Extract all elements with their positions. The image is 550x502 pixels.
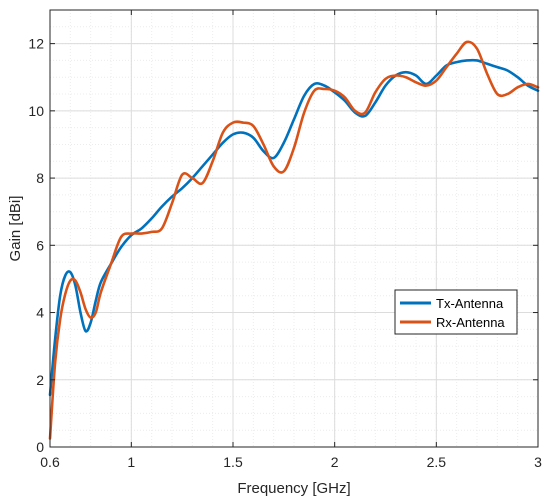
x-tick-label: 1.5 [223,454,243,470]
y-axis-label: Gain [dBi] [7,196,24,262]
axis-ticks [49,10,539,448]
x-tick-labels: 0.6 1 1.5 2 2.5 3 [40,454,542,470]
x-tick-label: 3 [534,454,542,470]
y-tick-label: 0 [36,439,44,455]
series-line-rx-antenna [48,40,540,440]
y-tick-label: 8 [36,170,44,186]
legend: Tx-Antenna Rx-Antenna [394,289,518,335]
legend-label-tx: Tx-Antenna [436,296,504,311]
y-tick-label: 6 [36,237,44,253]
y-tick-label: 2 [36,372,44,388]
x-axis-label: Frequency [GHz] [237,480,350,497]
minor-grid [49,9,539,448]
x-tick-label: 0.6 [40,454,60,470]
plot-frame [49,9,539,448]
legend-box [394,289,518,335]
x-tick-label: 1 [127,454,135,470]
series-line-tx-antenna [48,58,540,397]
series-layer [48,40,540,440]
y-tick-label: 10 [28,103,44,119]
y-tick-labels: 0 2 4 6 8 10 12 [28,36,44,455]
y-tick-label: 4 [36,305,44,321]
y-tick-label: 12 [28,36,44,52]
x-tick-label: 2 [331,454,339,470]
x-tick-label: 2.5 [427,454,447,470]
legend-label-rx: Rx-Antenna [436,315,505,330]
